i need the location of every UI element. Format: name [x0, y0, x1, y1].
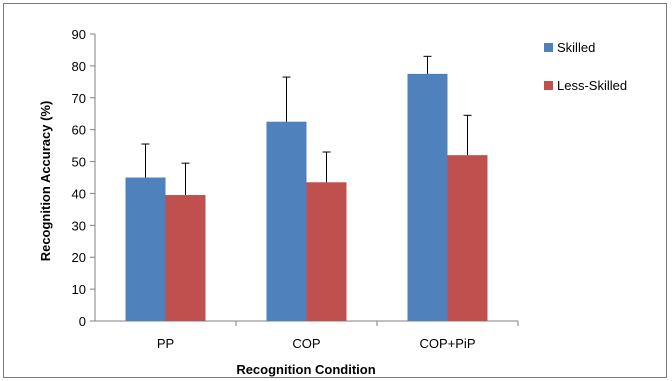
legend-label: Skilled — [557, 40, 595, 55]
legend-swatch — [544, 43, 553, 52]
y-axis-label: Recognition Accuracy (%) — [38, 101, 53, 262]
bar-less-skilled-cop-pip — [447, 155, 488, 321]
legend: Skilled Less-Skilled — [544, 40, 627, 93]
y-tick-label: 40 — [72, 186, 86, 201]
x-tick-label: COP — [292, 336, 320, 351]
x-tick-label: PP — [157, 336, 174, 351]
x-axis-label: Recognition Condition — [236, 362, 375, 377]
y-tick-label: 30 — [72, 218, 86, 233]
y-tick-label: 50 — [72, 155, 86, 170]
bar-skilled-cop — [266, 121, 307, 321]
bar-skilled-pp — [125, 177, 166, 321]
y-tick-label: 70 — [72, 91, 86, 106]
y-tick-label: 0 — [79, 314, 86, 329]
legend-swatch — [544, 81, 553, 90]
y-tick-label: 60 — [72, 123, 86, 138]
bar-less-skilled-cop — [306, 182, 347, 321]
y-tick-label: 20 — [72, 250, 86, 265]
y-tick-label: 10 — [72, 282, 86, 297]
bar-skilled-cop-pip — [407, 73, 448, 321]
error-bars — [141, 55, 472, 196]
bars — [125, 73, 488, 321]
legend-label: Less-Skilled — [557, 78, 627, 93]
x-tick-label: COP+PiP — [420, 336, 476, 351]
bar-less-skilled-pp — [165, 195, 206, 321]
y-tick-label: 90 — [72, 27, 86, 42]
y-tick-label: 80 — [72, 59, 86, 74]
